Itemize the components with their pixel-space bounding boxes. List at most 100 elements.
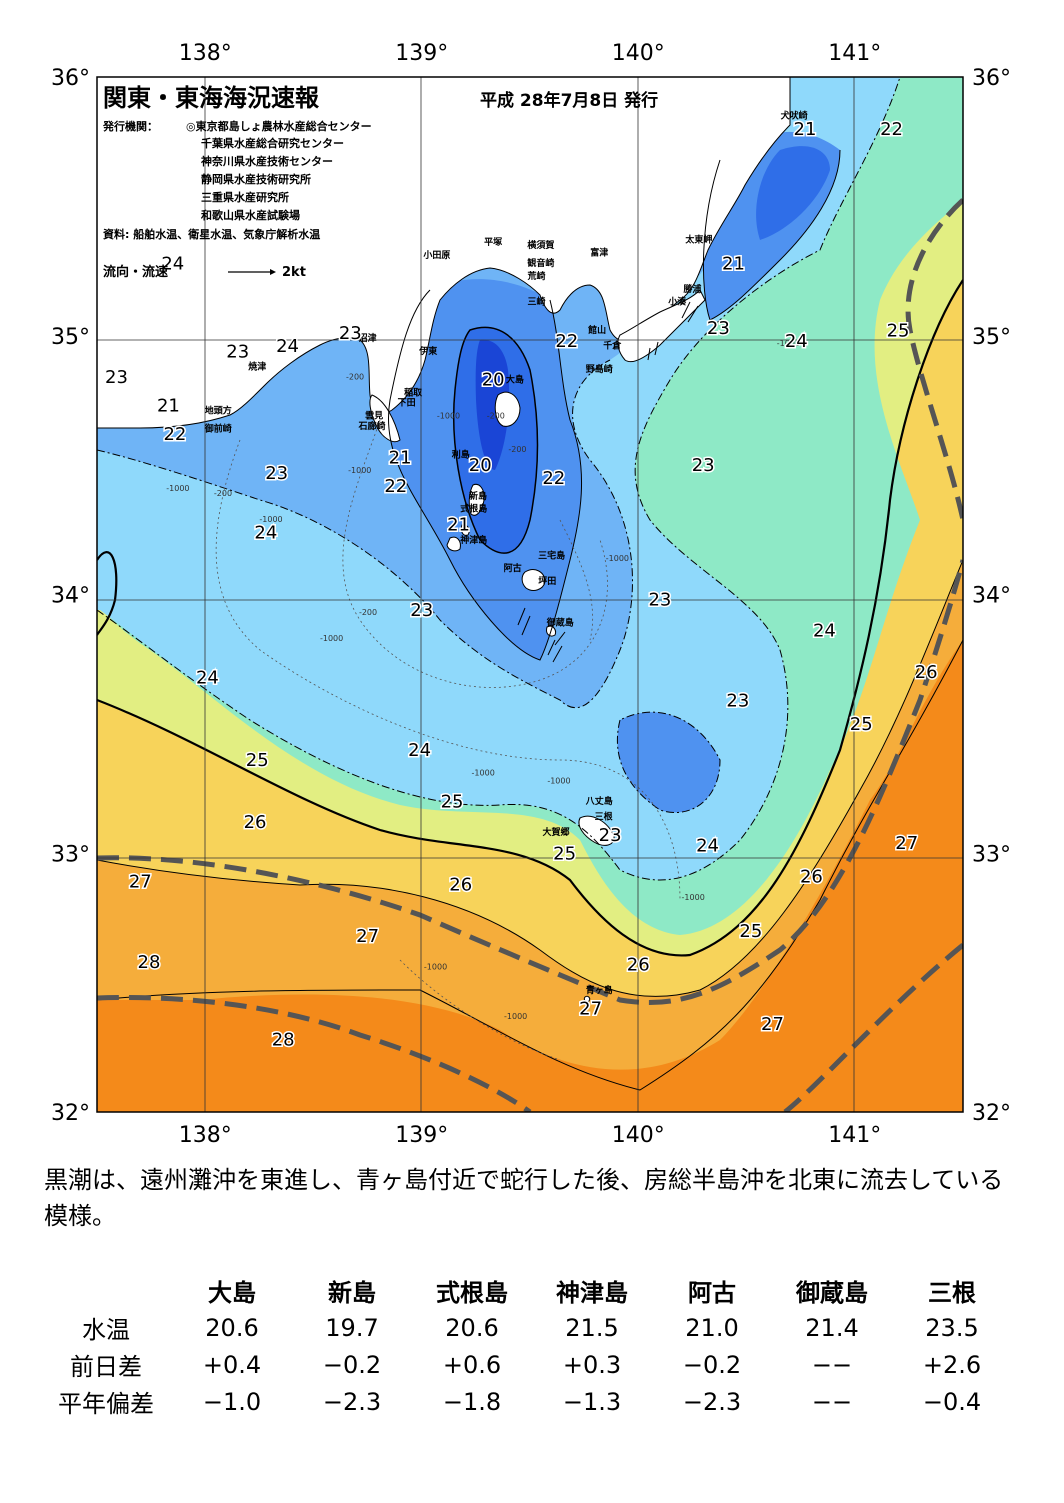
place-label: 神津島 (460, 534, 487, 546)
longitude-label-top: 138° (179, 41, 232, 66)
longitude-label-top: 140° (612, 41, 665, 66)
place-label: 千倉 (603, 340, 622, 352)
place-label: 平塚 (484, 236, 502, 248)
island-kozushima (446, 536, 461, 552)
isotherm-label: 28 (138, 952, 161, 973)
place-label: 御蔵島 (546, 617, 574, 629)
depth-label-layer: -1000 -200 -1000 -200 -1000 -1000 -200 -1000 -20… (166, 339, 800, 1021)
row-label: 前日差 (70, 1353, 142, 1381)
longitude-label-top: 141° (828, 41, 881, 66)
place-label: 青ヶ島 (586, 984, 613, 996)
isotherm-label: 24 (196, 667, 219, 688)
table-cell: +0.4 (202, 1350, 262, 1379)
table-cell: 21.4 (805, 1313, 859, 1342)
depth-label: -200 (487, 412, 505, 421)
place-label: 下田 (398, 398, 416, 409)
depth-label: -200 (508, 445, 526, 454)
longitude-label-bottom: 140° (612, 1123, 665, 1148)
issuer-3: 神奈川県水産技術センター (201, 154, 333, 168)
place-label: 八丈島 (585, 795, 613, 807)
isotherm-label: 20 (469, 455, 492, 476)
place-label: 観音崎 (527, 257, 554, 269)
depth-label: -1000 (777, 339, 800, 348)
longitude-axis: 138° 138° 139° 139° 140° 140° 141° 141° (179, 41, 882, 1148)
table-cell: −0.4 (922, 1387, 982, 1416)
issuer-5: 三重県水産研究所 (201, 190, 289, 204)
isotherm-label: 23 (648, 590, 671, 611)
longitude-label-bottom: 139° (395, 1123, 448, 1148)
depth-label: -200 (346, 373, 364, 382)
land-boso (617, 289, 706, 363)
place-label: 石廊崎 (357, 420, 385, 432)
situation-description: 黒潮は、遠州灘沖を東進し、青ヶ島付近で蛇行した後、房総半島沖を北東に流去している… (44, 1166, 1004, 1230)
table-cell: −1.0 (202, 1387, 262, 1416)
isotherm-label: 27 (356, 926, 379, 947)
isotherm-label: 21 (157, 396, 180, 417)
longitude-label-bottom: 141° (828, 1123, 881, 1148)
isotherm-label: 22 (880, 119, 903, 140)
isotherm-label: 26 (800, 867, 823, 888)
station-header: 大島 (208, 1279, 256, 1307)
isotherm-label: 22 (542, 468, 565, 489)
depth-label: -1000 (547, 776, 570, 785)
isotherm-label: 24 (813, 621, 836, 642)
place-label: 新島 (469, 490, 487, 502)
isotherm-label: 22 (555, 331, 578, 352)
place-label: 稲取 (404, 386, 423, 398)
place-label: 野島崎 (586, 363, 613, 375)
latitude-label-right: 33° (972, 842, 1011, 867)
table-cell: 20.6 (445, 1313, 499, 1342)
depth-label: -200 (359, 608, 377, 617)
table-cell: 19.7 (325, 1313, 379, 1342)
temp-band-19 (475, 339, 510, 470)
isotherm-label: 22 (163, 424, 186, 445)
latitude-label-right: 32° (972, 1101, 1011, 1126)
table-cell: −1.8 (442, 1387, 502, 1416)
place-label: 館山 (587, 324, 606, 336)
place-label: 荒崎 (526, 270, 545, 282)
isotherm-label: 23 (599, 825, 622, 846)
isotherm-label: 28 (272, 1030, 295, 1051)
map-area (97, 77, 963, 1112)
latitude-label-left: 34° (51, 584, 90, 609)
table-row: 水温 20.6 19.7 20.6 21.5 21.0 21.4 23.5 (40, 1309, 1012, 1346)
current-arrows (517, 301, 699, 663)
table-header-row: 大島 新島 式根島 神津島 阿古 御蔵島 三根 (40, 1272, 1012, 1309)
isotherm-label: 25 (553, 843, 576, 864)
isotherm-label: 25 (441, 792, 464, 813)
place-label: 雲見 (365, 410, 383, 422)
place-label: 勝浦 (683, 283, 701, 295)
isotherm-label: 25 (887, 321, 910, 342)
depth-label: -1000 (437, 412, 460, 421)
place-label: 坪田 (538, 575, 556, 587)
kuroshio-axis (97, 198, 963, 1112)
map-title: 関東・東海海況速報 (103, 84, 320, 112)
isotherm-label: 23 (410, 600, 433, 621)
latitude-label-left: 35° (51, 325, 90, 350)
table-cell: −− (811, 1350, 853, 1379)
depth-label: -1000 (606, 554, 629, 563)
isotherm-label-layer: 21 22 21 23 24 25 24 23 24 23 23 21 22 20 22 21 22 23 20 22… (104, 117, 940, 1052)
depth-label: -1000 (682, 893, 705, 902)
current-legend-arrow (228, 269, 276, 275)
isotherm-label: 22 (384, 476, 407, 497)
depth-label: -200 (214, 489, 232, 498)
issuer-2: 千葉県水産総合研究センター (201, 136, 344, 150)
isotherm-label: 23 (707, 318, 730, 339)
isotherm-label: 21 (447, 515, 470, 536)
latitude-label-right: 36° (972, 66, 1011, 91)
table-cell: +2.6 (922, 1350, 982, 1379)
latitude-label-left: 33° (51, 842, 90, 867)
data-sources: 資料: 船舶水温、衛星水温、気象庁解析水温 (103, 227, 320, 241)
island-miyakejima (521, 569, 546, 591)
table-row: 平年偏差 −1.0 −2.3 −1.8 −1.3 −2.3 −− −0.4 (40, 1383, 1012, 1420)
table-cell: 20.6 (205, 1313, 259, 1342)
isotherm-label: 25 (850, 714, 873, 735)
depth-label: -1000 (348, 466, 371, 475)
issuer-4: 静岡県水産技術研究所 (201, 172, 311, 186)
longitude-label-bottom: 138° (179, 1123, 232, 1148)
depth-label: -1000 (472, 769, 495, 778)
map-frame (96, 76, 964, 1113)
isotherm-label: 23 (339, 323, 362, 344)
